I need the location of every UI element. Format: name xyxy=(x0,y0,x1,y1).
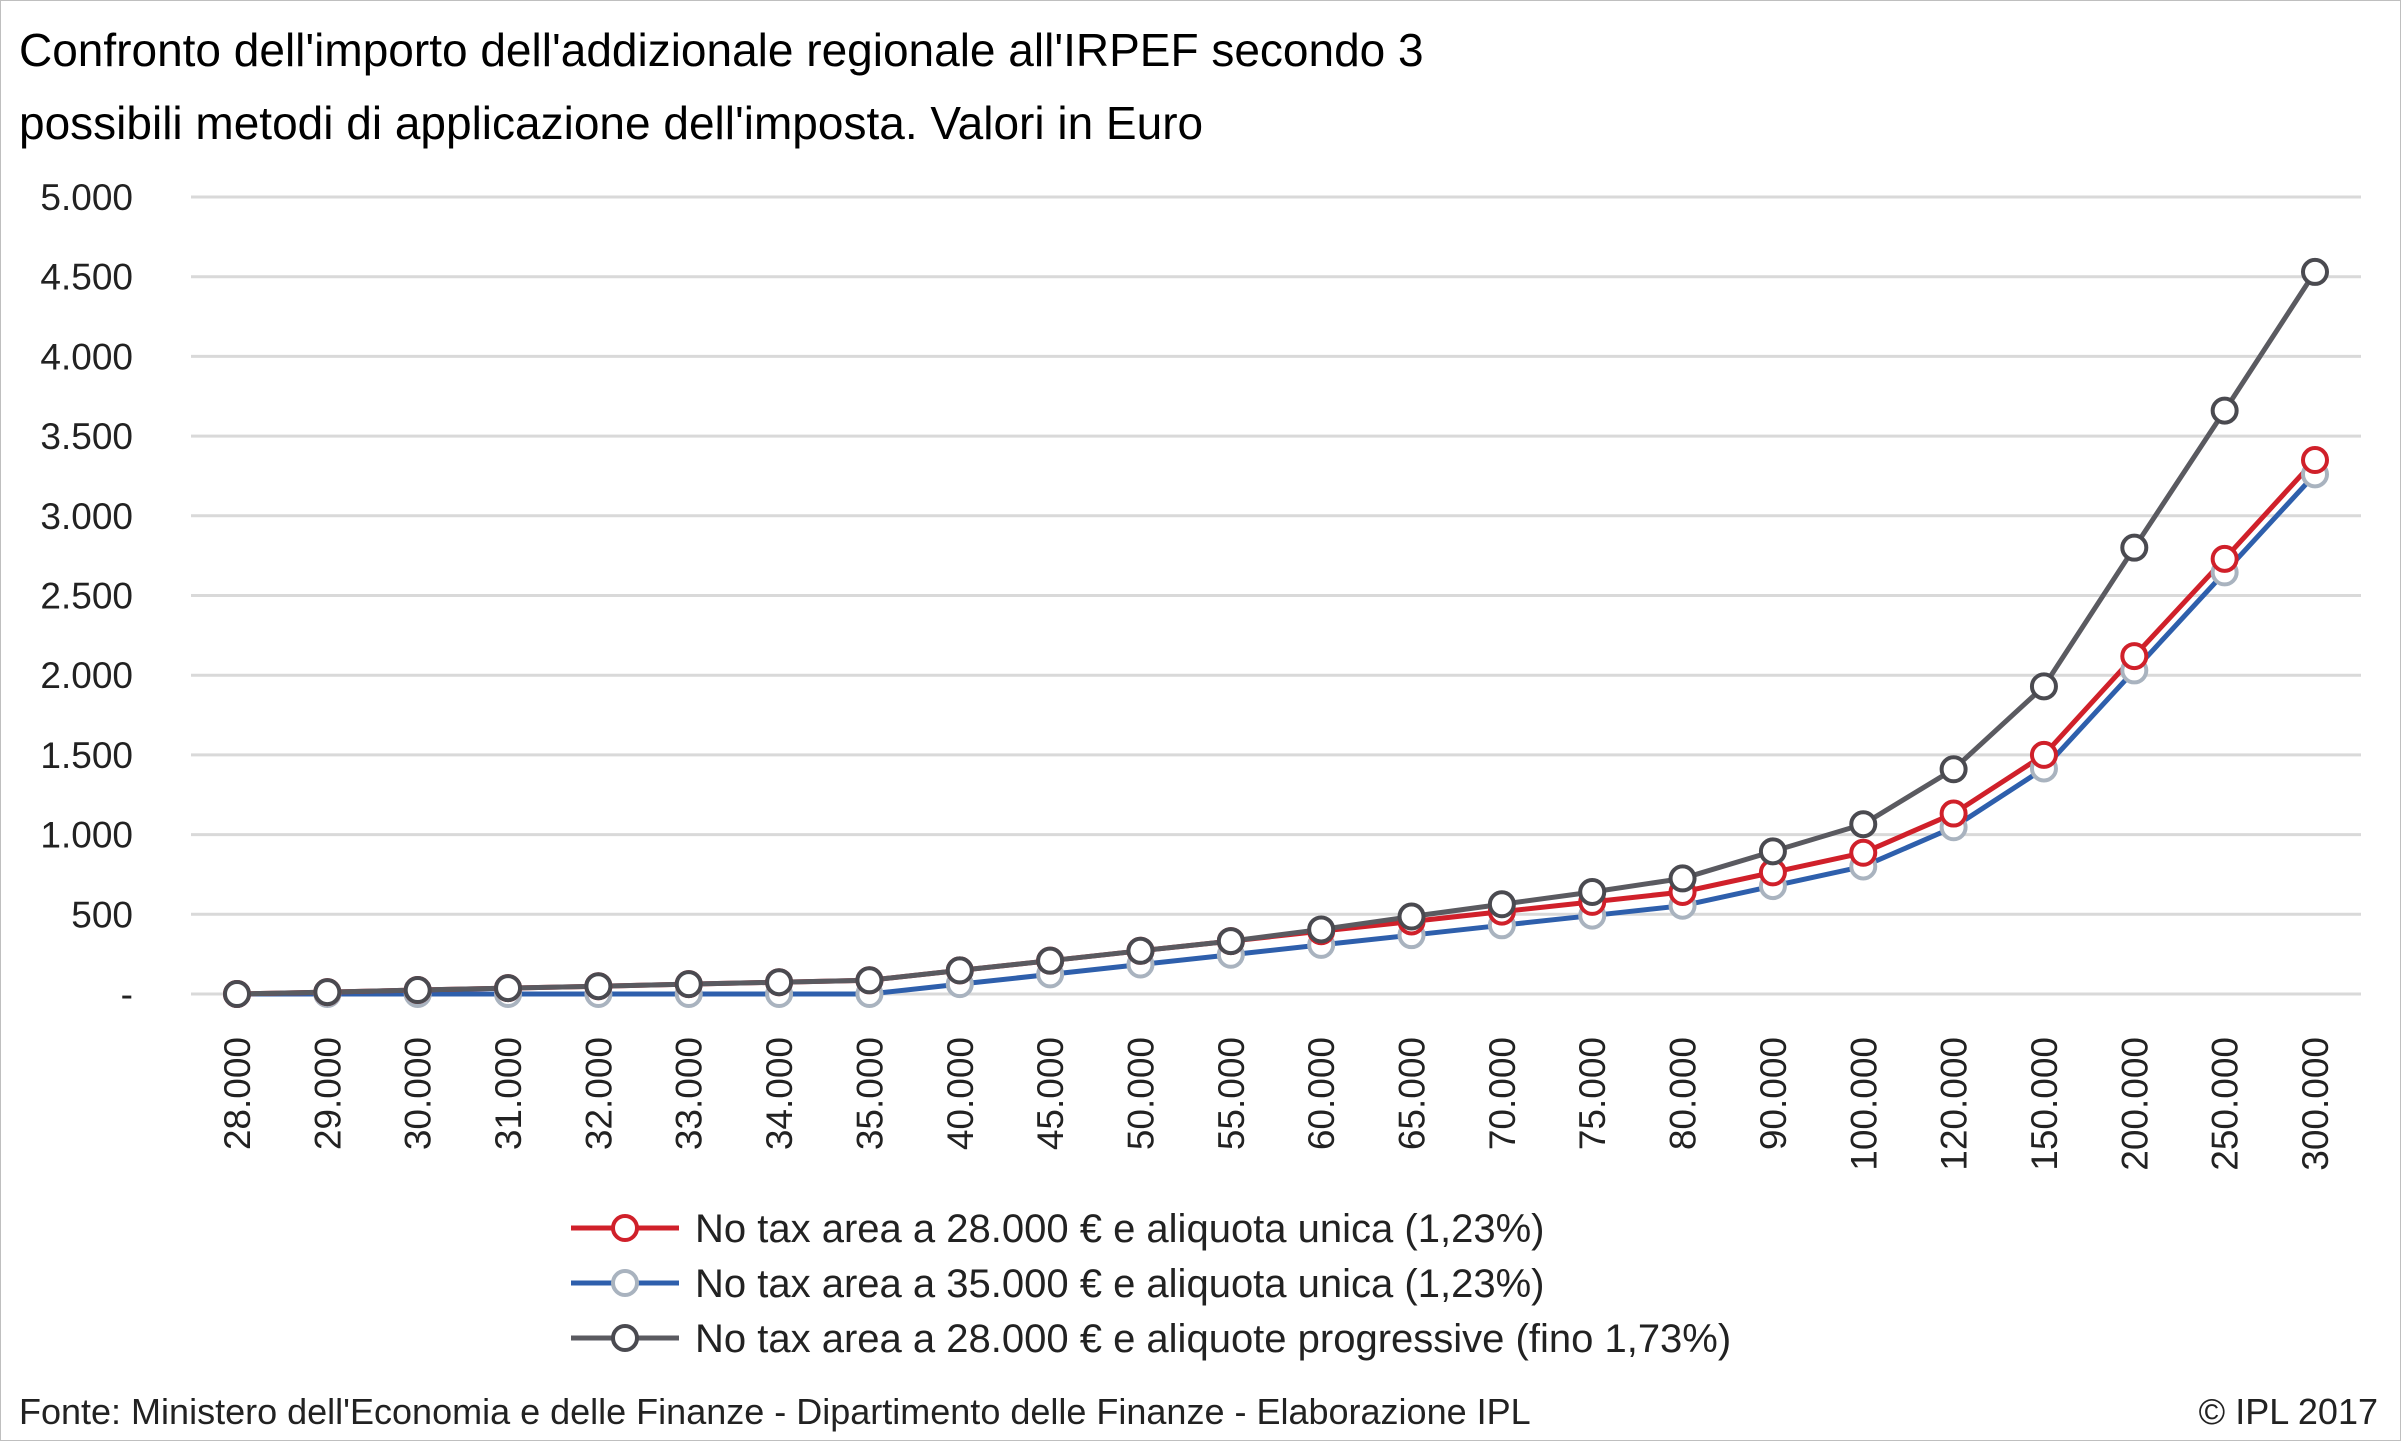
legend: No tax area a 28.000 € e aliquota unica … xyxy=(571,1207,1731,1361)
x-tick-label: 100.000 xyxy=(1843,1037,1884,1171)
data-point xyxy=(2210,396,2239,425)
x-tick-label: 45.000 xyxy=(1030,1037,1071,1150)
y-tick-label: 4.000 xyxy=(40,336,133,377)
series-line xyxy=(236,270,2318,997)
data-point xyxy=(1939,755,1968,784)
x-tick-label: 50.000 xyxy=(1120,1037,1161,1150)
x-tick-label: 30.000 xyxy=(398,1037,439,1150)
data-point xyxy=(313,978,342,1007)
data-point xyxy=(1668,864,1697,893)
chart-title: Confronto dell'importo dell'addizionale … xyxy=(19,24,1424,149)
x-tick-label: 200.000 xyxy=(2114,1037,2155,1171)
y-tick-label: 2.500 xyxy=(40,576,133,617)
x-tick-label: 33.000 xyxy=(669,1037,710,1150)
x-tick-label: 90.000 xyxy=(1753,1037,1794,1150)
legend-swatch-marker xyxy=(611,1214,639,1242)
y-tick-label: 4.500 xyxy=(40,257,133,298)
y-tick-label: 3.000 xyxy=(40,496,133,537)
y-tick-label: 5.000 xyxy=(40,177,133,218)
gridlines xyxy=(191,195,2361,996)
x-tick-label: 300.000 xyxy=(2295,1037,2336,1171)
series-line xyxy=(237,472,2317,997)
data-point xyxy=(1036,946,1065,975)
x-tick-label: 40.000 xyxy=(940,1037,981,1150)
data-point xyxy=(1939,799,1968,828)
data-point xyxy=(855,966,884,995)
y-tick-label: 2.000 xyxy=(40,655,133,696)
x-tick-label: 35.000 xyxy=(849,1037,890,1150)
x-tick-label: 70.000 xyxy=(1482,1037,1523,1150)
data-point xyxy=(765,968,794,997)
data-point xyxy=(1397,902,1426,931)
x-tick-label: 28.000 xyxy=(217,1037,258,1150)
x-tick-label: 120.000 xyxy=(1934,1037,1975,1171)
legend-label: No tax area a 28.000 € e aliquota unica … xyxy=(695,1207,1544,1251)
footer: Fonte: Ministero dell'Economia e delle F… xyxy=(19,1391,2378,1432)
data-point xyxy=(2029,740,2058,769)
x-tick-label: 29.000 xyxy=(307,1037,348,1150)
x-tick-label: 55.000 xyxy=(1211,1037,1252,1150)
data-point xyxy=(584,972,613,1001)
y-tick-label: 3.500 xyxy=(40,416,133,457)
data-point xyxy=(945,956,974,985)
x-tick-label: 250.000 xyxy=(2205,1037,2246,1171)
x-tick-label: 34.000 xyxy=(759,1037,800,1150)
data-point xyxy=(1578,877,1607,906)
data-point xyxy=(1758,837,1787,866)
data-point xyxy=(1126,936,1155,965)
x-tick-label: 80.000 xyxy=(1663,1037,1704,1150)
data-point xyxy=(1307,915,1336,944)
x-tick-label: 32.000 xyxy=(578,1037,619,1150)
copyright-note: © IPL 2017 xyxy=(2199,1391,2378,1432)
y-tick-label: - xyxy=(121,974,133,1015)
legend-swatch-marker xyxy=(611,1324,639,1352)
data-point xyxy=(1849,838,1878,867)
data-point xyxy=(2210,544,2239,573)
y-tick-label: 500 xyxy=(71,894,133,935)
data-point xyxy=(1216,927,1245,956)
chart-title-line-2: possibili metodi di applicazione dell'im… xyxy=(19,97,1203,149)
data-point xyxy=(2120,642,2149,671)
x-tick-label: 31.000 xyxy=(488,1037,529,1150)
data-series xyxy=(223,257,2329,1008)
data-point xyxy=(674,970,703,999)
x-tick-label: 60.000 xyxy=(1301,1037,1342,1150)
legend-swatch-marker xyxy=(611,1269,639,1297)
y-tick-label: 1.000 xyxy=(40,815,133,856)
data-point xyxy=(1849,810,1878,839)
legend-label: No tax area a 35.000 € e aliquota unica … xyxy=(695,1262,1544,1306)
y-tick-label: 1.500 xyxy=(40,735,133,776)
data-point xyxy=(2301,446,2329,475)
chart-title-line-1: Confronto dell'importo dell'addizionale … xyxy=(19,24,1424,76)
legend-label: No tax area a 28.000 € e aliquote progre… xyxy=(695,1317,1731,1361)
y-axis-tick-labels: - 500 1.000 1.500 2.000 2.500 3.000 3.500 4.000 4… xyxy=(40,177,133,1015)
data-point xyxy=(403,976,432,1005)
x-tick-label: 75.000 xyxy=(1572,1037,1613,1150)
data-point xyxy=(1487,890,1516,919)
x-axis-tick-labels: 28.000 29.000 30.000 31.000 32.000 33.000 34.0… xyxy=(217,1037,2336,1171)
data-point xyxy=(223,980,251,1008)
x-tick-label: 150.000 xyxy=(2024,1037,2065,1171)
x-tick-label: 65.000 xyxy=(1392,1037,1433,1150)
data-point xyxy=(2301,257,2329,286)
data-point xyxy=(2029,672,2058,701)
data-point xyxy=(494,974,523,1003)
data-point xyxy=(2120,533,2149,562)
source-note: Fonte: Ministero dell'Economia e delle F… xyxy=(19,1391,1531,1432)
